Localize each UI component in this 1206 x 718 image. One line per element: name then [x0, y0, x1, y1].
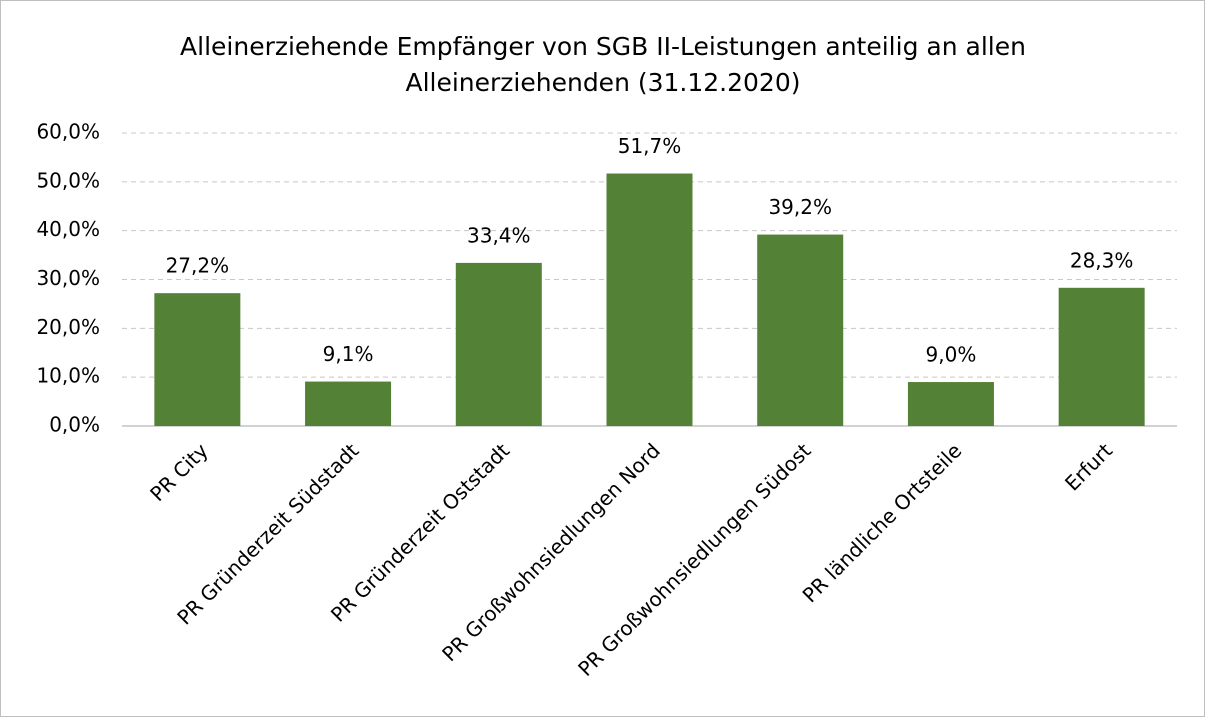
- data-label: 33,4%: [467, 223, 531, 247]
- chart-title: Alleinerziehende Empfänger von SGB II-Le…: [180, 32, 1026, 61]
- data-label: 39,2%: [768, 195, 832, 219]
- data-label: 9,0%: [926, 343, 977, 367]
- chart-title: Alleinerziehenden (31.12.2020): [405, 68, 800, 97]
- bar: [1058, 287, 1145, 426]
- data-label: 27,2%: [166, 254, 230, 278]
- y-tick-label: 10,0%: [36, 364, 100, 388]
- bar: [907, 382, 994, 426]
- bar: [606, 173, 693, 426]
- bar: [757, 234, 844, 426]
- y-tick-label: 20,0%: [36, 315, 100, 339]
- y-tick-label: 0,0%: [49, 413, 100, 437]
- y-tick-label: 50,0%: [36, 168, 100, 192]
- y-tick-label: 40,0%: [36, 217, 100, 241]
- data-label: 28,3%: [1070, 248, 1134, 272]
- data-label: 51,7%: [618, 134, 682, 158]
- bar: [305, 381, 392, 426]
- y-tick-label: 30,0%: [36, 266, 100, 290]
- bar: [154, 293, 241, 426]
- bar: [455, 262, 542, 426]
- y-tick-label: 60,0%: [36, 120, 100, 144]
- data-label: 9,1%: [323, 342, 374, 366]
